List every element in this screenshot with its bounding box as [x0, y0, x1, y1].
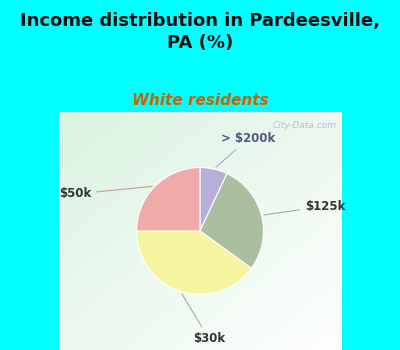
Text: Income distribution in Pardeesville,
PA (%): Income distribution in Pardeesville, PA …	[20, 12, 380, 52]
Text: White residents: White residents	[132, 93, 268, 108]
Wedge shape	[136, 168, 200, 231]
Text: > $200k: > $200k	[216, 132, 276, 167]
Text: $125k: $125k	[264, 200, 345, 215]
Wedge shape	[200, 174, 264, 268]
Wedge shape	[200, 168, 227, 231]
Text: $30k: $30k	[182, 294, 225, 345]
Wedge shape	[136, 231, 251, 294]
Text: $50k: $50k	[59, 187, 152, 201]
Text: City-Data.com: City-Data.com	[273, 121, 337, 130]
